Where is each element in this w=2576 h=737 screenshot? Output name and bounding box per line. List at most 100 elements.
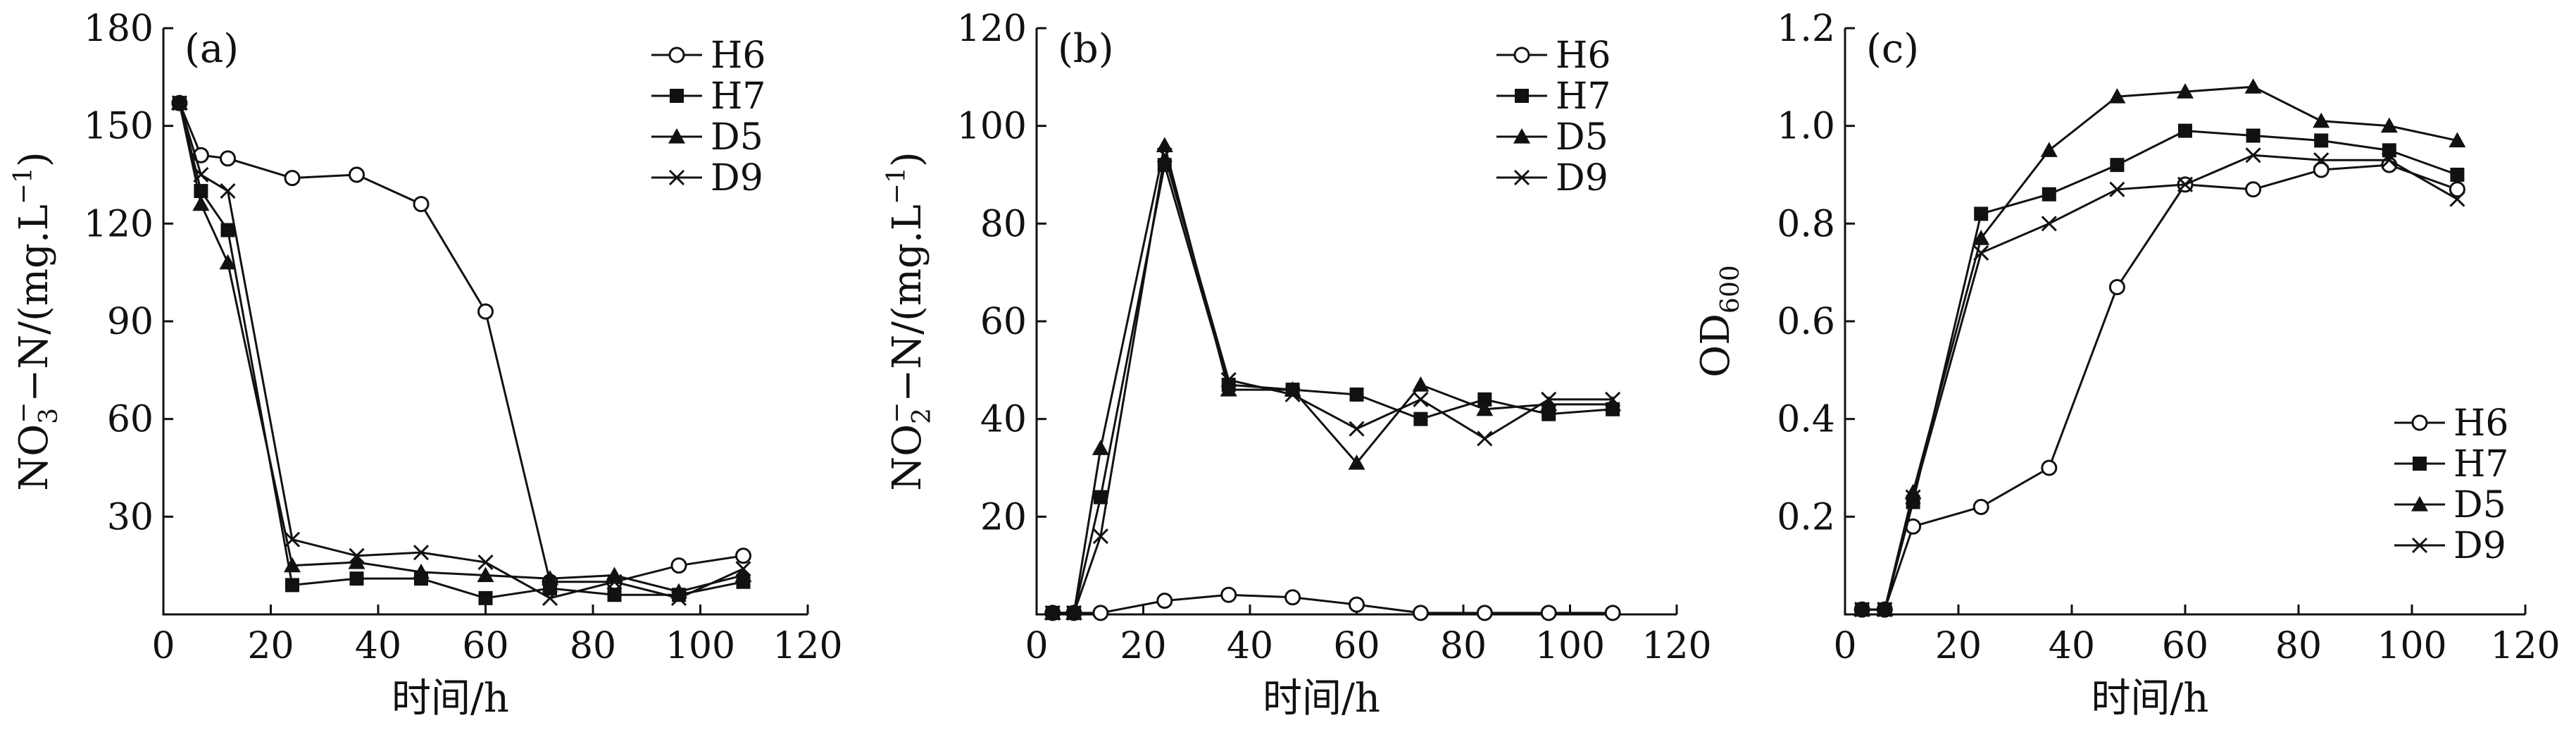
data-point xyxy=(1604,395,1622,411)
data-point xyxy=(413,196,430,213)
x-tick-label: 80 xyxy=(1440,625,1487,667)
data-point xyxy=(1904,483,1922,500)
data-point xyxy=(2246,128,2261,143)
data-point xyxy=(734,566,752,583)
data-point xyxy=(542,570,558,586)
series-d9 xyxy=(1854,147,2465,618)
data-point xyxy=(1605,391,1621,407)
panel-label: (a) xyxy=(185,26,239,72)
x-axis-title: 时间/h xyxy=(2092,676,2209,721)
data-point xyxy=(1974,206,1989,221)
x-tick-label: 40 xyxy=(1227,625,1273,667)
data-point xyxy=(2110,158,2125,173)
legend-label-d9: D9 xyxy=(1556,157,1608,199)
legend-label-d9: D9 xyxy=(2453,525,2506,567)
data-point xyxy=(349,166,365,183)
data-point xyxy=(1413,391,1429,407)
data-point xyxy=(2040,142,2058,157)
data-point xyxy=(1156,593,1173,609)
y-tick-label: 60 xyxy=(107,399,154,441)
series-h6 xyxy=(1853,156,2465,618)
data-point xyxy=(1349,388,1364,402)
data-point xyxy=(192,195,210,211)
series-h6 xyxy=(171,94,751,590)
series-line xyxy=(1052,593,1613,614)
x-tick-label: 80 xyxy=(2275,625,2322,667)
data-point xyxy=(1284,386,1301,403)
data-point xyxy=(1476,400,1494,416)
x-tick-label: 60 xyxy=(2162,625,2208,667)
data-point xyxy=(1412,605,1429,621)
data-point xyxy=(349,547,365,564)
data-point xyxy=(284,170,301,187)
y-tick-label: 1.2 xyxy=(1777,8,1835,50)
x-tick-label: 60 xyxy=(1333,625,1380,667)
data-point xyxy=(1540,605,1557,621)
data-point xyxy=(1044,605,1061,621)
legend-marker xyxy=(1513,128,1530,144)
data-point xyxy=(1477,392,1492,407)
legend-marker xyxy=(2411,496,2428,512)
x-tick-label: 120 xyxy=(2490,625,2560,667)
data-point xyxy=(477,303,494,320)
data-point xyxy=(2449,181,2465,198)
data-point xyxy=(670,590,687,606)
data-point xyxy=(606,574,623,590)
data-point xyxy=(2041,459,2058,476)
legend-marker xyxy=(668,169,685,186)
series-line xyxy=(178,102,744,593)
y-tick-label: 0.6 xyxy=(1777,301,1835,343)
data-point xyxy=(349,571,364,586)
legend-label-d5: D5 xyxy=(711,116,763,159)
data-point xyxy=(285,578,299,593)
legend-marker xyxy=(2411,414,2428,431)
data-point xyxy=(478,590,493,605)
data-point xyxy=(2382,143,2396,158)
data-point xyxy=(1348,454,1365,470)
data-point xyxy=(735,547,751,564)
y-tick-label: 100 xyxy=(957,106,1027,148)
axis-frame xyxy=(1844,28,2525,616)
data-point xyxy=(1284,589,1301,606)
x-tick-label: 0 xyxy=(1833,625,1856,667)
data-point xyxy=(1220,372,1237,388)
x-tick-label: 60 xyxy=(462,625,508,667)
data-point xyxy=(1065,605,1082,621)
data-point xyxy=(1477,431,1493,447)
data-point xyxy=(220,223,235,237)
chart-panel-c: 0 20 40 60 80 100 120 0.2 0.4 0.6 0.8 1.0 1.2 时间/h OD6… xyxy=(1693,8,2561,721)
data-point xyxy=(220,183,236,199)
legend-label-h6: H6 xyxy=(2453,402,2508,445)
data-point xyxy=(413,545,430,561)
series-d5 xyxy=(1044,137,1622,620)
data-point xyxy=(2178,123,2192,138)
data-point xyxy=(1092,528,1108,545)
y-tick-label: 120 xyxy=(957,8,1027,50)
data-point xyxy=(1349,421,1365,437)
y-axis-title: NO2−−N/(mg.L−1) xyxy=(882,151,937,491)
data-point xyxy=(477,554,494,571)
data-point xyxy=(2042,187,2056,202)
data-point xyxy=(1412,376,1430,392)
data-point xyxy=(1220,381,1237,397)
x-tick-label: 100 xyxy=(2377,625,2446,667)
data-point xyxy=(2177,176,2194,192)
data-point xyxy=(2313,161,2330,178)
data-point xyxy=(1413,411,1428,426)
legend-marker xyxy=(1515,89,1529,103)
legend-label-h6: H6 xyxy=(711,35,765,77)
series-h7 xyxy=(1045,158,1620,620)
x-tick-label: 40 xyxy=(355,625,401,667)
data-point xyxy=(413,563,430,579)
data-point xyxy=(2313,152,2330,168)
legend-label-h7: H7 xyxy=(711,75,765,118)
data-point xyxy=(219,254,237,270)
series-line xyxy=(1052,145,1613,614)
legend-label-d5: D5 xyxy=(1556,116,1608,159)
data-point xyxy=(1905,489,1921,505)
data-point xyxy=(2108,278,2125,295)
y-tick-label: 40 xyxy=(980,399,1027,441)
y-tick-label: 150 xyxy=(84,106,154,148)
